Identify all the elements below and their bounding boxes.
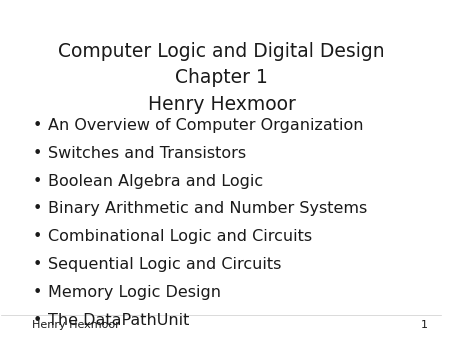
Text: Binary Arithmetic and Number Systems: Binary Arithmetic and Number Systems bbox=[48, 201, 367, 216]
Text: •: • bbox=[32, 201, 41, 216]
Text: Boolean Algebra and Logic: Boolean Algebra and Logic bbox=[48, 174, 263, 189]
Text: •: • bbox=[32, 313, 41, 328]
Text: Sequential Logic and Circuits: Sequential Logic and Circuits bbox=[48, 257, 281, 272]
Text: Computer Logic and Digital Design
Chapter 1
Henry Hexmoor: Computer Logic and Digital Design Chapte… bbox=[58, 42, 385, 114]
Text: •: • bbox=[32, 146, 41, 161]
Text: An Overview of Computer Organization: An Overview of Computer Organization bbox=[48, 118, 363, 133]
Text: •: • bbox=[32, 229, 41, 244]
Text: Memory Logic Design: Memory Logic Design bbox=[48, 285, 220, 300]
Text: Combinational Logic and Circuits: Combinational Logic and Circuits bbox=[48, 229, 312, 244]
Text: Switches and Transistors: Switches and Transistors bbox=[48, 146, 246, 161]
Text: •: • bbox=[32, 285, 41, 300]
Text: 1: 1 bbox=[421, 320, 428, 330]
Text: •: • bbox=[32, 118, 41, 133]
Text: •: • bbox=[32, 257, 41, 272]
Text: The DataPathUnit: The DataPathUnit bbox=[48, 313, 189, 328]
Text: Henry Hexmoor: Henry Hexmoor bbox=[32, 320, 120, 330]
Text: •: • bbox=[32, 174, 41, 189]
